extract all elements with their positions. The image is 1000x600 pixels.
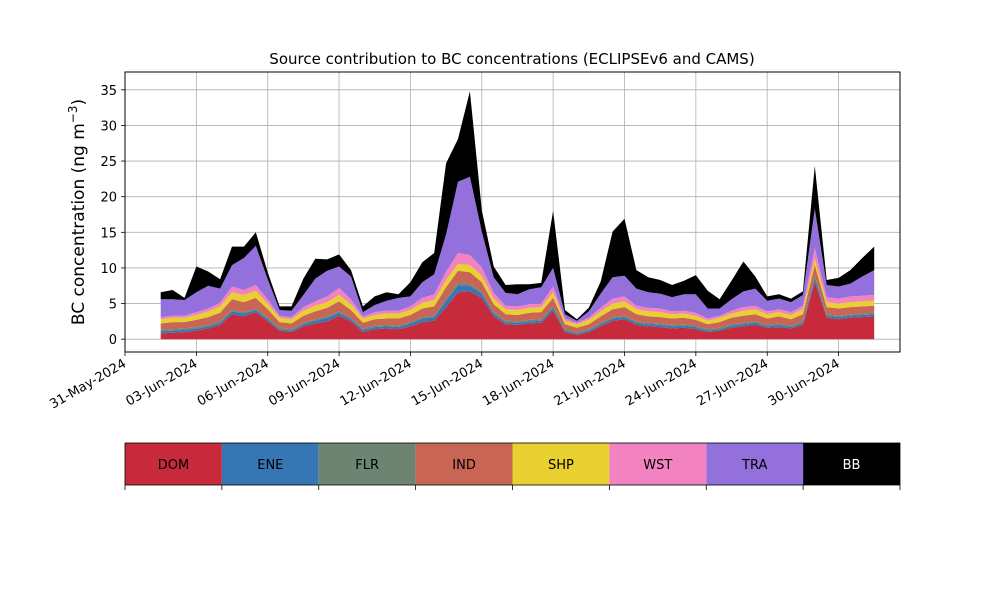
y-tick-label: 25 [100,155,117,170]
chart-title: Source contribution to BC concentrations… [269,50,754,68]
area-series-wst [160,248,875,325]
x-tick-label: 21-Jun-2024 [552,356,629,409]
y-axis-ticks: 0 5 10 15 20 25 30 35 [100,84,125,348]
y-axis-label: BC concentration (ng m−3) [66,99,89,325]
y-tick-label: 35 [100,84,117,99]
legend-label-flr: FLR [355,458,379,473]
legend-swatch-flr [318,443,416,485]
y-axis-label-end: ) [69,99,89,106]
legend-label-tra: TRA [741,458,767,473]
axes-frame [124,71,901,353]
area-series-ind [160,265,875,333]
legend-label-ene: ENE [257,458,283,473]
x-tick-label: 12-Jun-2024 [338,356,415,409]
x-tick-label: 31-May-2024 [47,356,129,412]
legend-swatch-bb [803,443,900,485]
area-series-bb [160,91,875,321]
x-tick-label: 27-Jun-2024 [694,356,771,409]
legend-label-wst: WST [643,458,672,473]
x-tick-label: 24-Jun-2024 [623,356,700,409]
y-tick-label: 30 [100,119,117,134]
legend-label-dom: DOM [158,458,189,473]
y-tick-label: 10 [100,262,117,277]
y-tick-label: 15 [100,226,117,241]
x-tick-label: 09-Jun-2024 [266,356,343,409]
legend-swatch-tra [706,443,804,485]
x-tick-label: 15-Jun-2024 [409,356,486,409]
legend-label-shp: SHP [548,458,574,473]
legend-swatch-shp [512,443,610,485]
area-series-tra [160,176,875,323]
y-tick-label: 20 [100,191,117,206]
legend-swatch-dom [125,443,222,485]
area-series-flr [160,275,875,334]
area-series-dom [160,282,875,340]
stacked-areas [160,91,875,340]
legend-colorbar: DOM ENE FLR IND SHP WST TRA BB [124,442,901,490]
x-tick-label: 06-Jun-2024 [195,356,272,409]
legend-swatch-ene [221,443,319,485]
area-series-ene [160,277,875,335]
y-axis-label-main: BC concentration (ng m [69,123,89,325]
y-tick-label: 0 [109,333,117,348]
x-tick-label: 03-Jun-2024 [124,356,201,409]
legend-swatch-ind [415,443,513,485]
x-tick-label: 18-Jun-2024 [480,356,557,409]
area-series-shp [160,258,875,328]
y-tick-label: 5 [109,298,117,313]
legend-frame [124,442,901,486]
legend-label-bb: BB [843,458,861,473]
y-axis-label-sup: −3 [66,105,80,123]
legend-label-ind: IND [452,458,476,473]
x-axis-ticks: 31-May-202403-Jun-202406-Jun-202409-Jun-… [47,352,843,412]
legend-swatch-wst [609,443,707,485]
x-tick-label: 30-Jun-2024 [766,356,843,409]
